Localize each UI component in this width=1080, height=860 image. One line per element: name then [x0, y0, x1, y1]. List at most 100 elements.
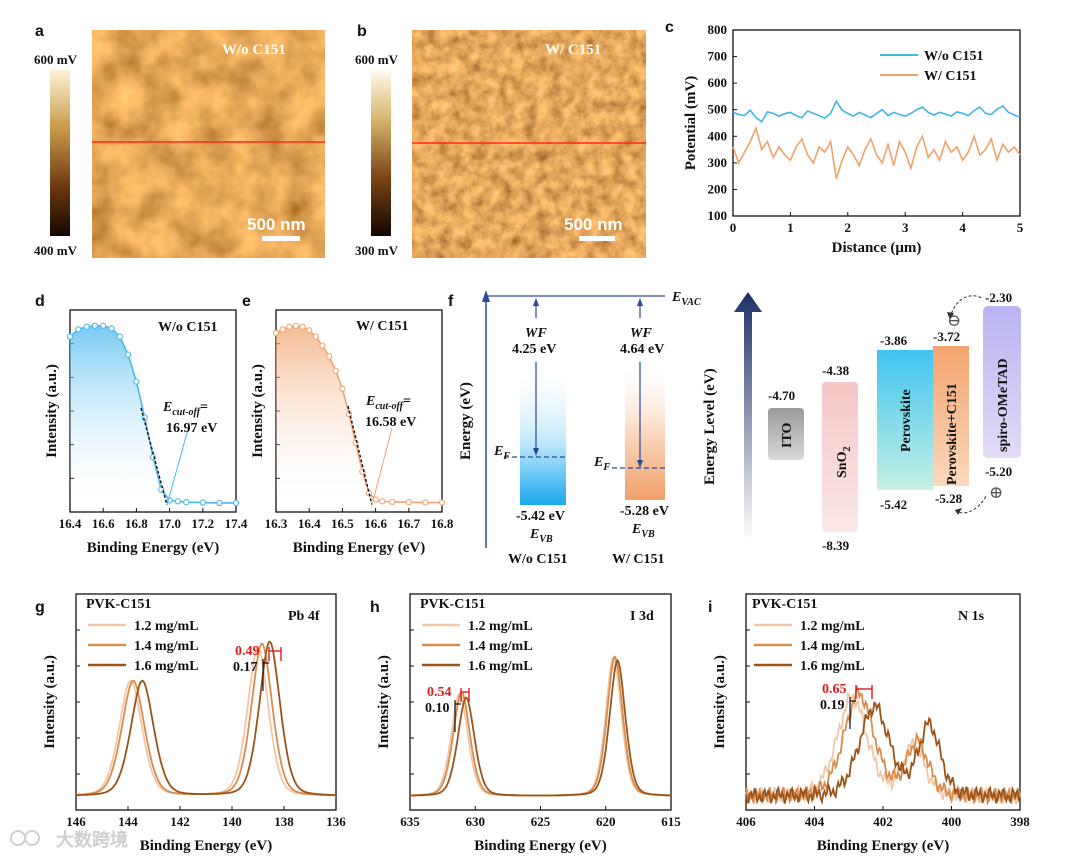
evb-label-right: EVB [631, 522, 655, 540]
electron-arrowhead [947, 312, 954, 320]
x-tick-label-d: 16.8 [125, 516, 148, 531]
series-line-c-1 [732, 125, 1021, 180]
spectrum-line-h-2 [410, 658, 671, 797]
evb-main-left: E [529, 527, 539, 542]
legend-title-g: PVK-C151 [86, 597, 151, 612]
kpfm-label-a: W/o C151 [222, 42, 286, 58]
watermark-text: 大数跨境 [56, 829, 128, 850]
perovskite-c151-box [933, 346, 969, 486]
x-tick-label-i: 400 [942, 814, 962, 829]
legend-label-i-2: 1.6 mg/mL [800, 659, 865, 674]
peak-label-h: I 3d [630, 609, 654, 624]
cutoff-value-d: 16.97 eV [166, 421, 217, 436]
x-axis-label-e: Binding Energy (eV) [293, 540, 426, 556]
electron-icon: ⊖ [947, 311, 961, 330]
perovskite-c151-top-value: -3.72 [933, 329, 960, 344]
data-point-e [292, 322, 300, 329]
shift-value-black-h: 0.10 [425, 701, 450, 716]
data-point-e [405, 499, 412, 506]
scale-bar-b [579, 236, 615, 241]
x-tick-label-g: 138 [274, 814, 294, 829]
y-tick-label-c: 800 [708, 22, 728, 37]
x-tick-label-d: 16.4 [59, 516, 82, 531]
cutoff-value-e: 16.58 eV [365, 415, 416, 430]
perovskite-c151-label: Perovskite+C151 [945, 383, 960, 485]
legend-label-h-0: 1.2 mg/mL [468, 619, 533, 634]
energy-level-arrow [734, 292, 762, 540]
plot-frame-c [732, 29, 1021, 217]
y-tick-label-c: 400 [708, 128, 728, 143]
perovskite-c151-bottom-value: -5.28 [935, 491, 963, 506]
data-point-e [389, 498, 396, 505]
ef-sub-left: F [502, 451, 510, 462]
x-tick-label-i: 398 [1010, 814, 1030, 829]
x-tick-label-e: 16.6 [364, 516, 387, 531]
x-tick-label-g: 144 [118, 814, 138, 829]
y-axis-label-g: Intensity (a.u.) [42, 655, 58, 749]
ef-label-left: EF [493, 444, 510, 462]
data-point-e [272, 329, 280, 337]
area-fill-e [276, 325, 442, 512]
cutoff-arrow-d [166, 421, 191, 506]
band-ylabel: Energy (eV) [458, 382, 474, 460]
xps-chart-n1s: 406 404 402 400 398 Binding Energy (eV) Intens… [712, 593, 1030, 854]
data-point-d [100, 322, 107, 329]
ito-value: -4.70 [768, 388, 795, 403]
x-tick-label-e: 16.8 [431, 516, 454, 531]
legend-label-h-1: 1.4 mg/mL [468, 639, 533, 654]
x-tick-label-e: 16.3 [265, 516, 288, 531]
energy-level-diagram: Energy Level (eV) ITO -4.70 SnO2 -4.38 -… [702, 290, 1021, 553]
y-axis-label-e: Intensity (a.u.) [250, 364, 266, 458]
data-point-e [438, 499, 446, 506]
perovskite-label: Perovskite [899, 389, 914, 452]
spectrum-line-i-1 [745, 686, 1021, 806]
data-point-e [279, 326, 286, 333]
panel-label-d: d [35, 293, 45, 310]
potential-profile-chart: 100 200 300 400 500 600 700 800 0 1 2 3 4 5 Distance (… [683, 22, 1024, 256]
spiro-label: spiro-OMeTAD [996, 358, 1011, 452]
wf-value-left: 4.25 eV [512, 342, 556, 357]
y-axis-label-d: Intensity (a.u.) [44, 364, 60, 458]
wf-value-right: 4.64 eV [620, 342, 664, 357]
cutoff-label-e: Ecut-off= [365, 394, 411, 412]
band-left-bar [520, 368, 566, 505]
x-tick-label-i: 406 [736, 814, 756, 829]
ef-sub-right: F [602, 462, 610, 473]
sno2-main: SnO [835, 451, 850, 478]
data-point-d [183, 499, 190, 506]
kpfm-panel-a: W/o C151 500 nm 600 mV 400 mV [34, 30, 325, 258]
spiro-bottom-value: -5.20 [985, 464, 1012, 479]
x-axis-label-d: Binding Energy (eV) [87, 540, 220, 556]
scale-bar-label-b: 500 nm [564, 215, 623, 234]
band-right-label: W/ C151 [612, 552, 665, 567]
ito-box [768, 408, 804, 460]
x-tick-label-e: 16.4 [298, 516, 321, 531]
band-diagram: Energy (eV) EVAC WF 4.25 eV EF -5.42 eV … [458, 290, 701, 567]
kpfm-texture-b [412, 30, 646, 258]
evac-label: EVAC [671, 290, 701, 308]
kpfm-panel-b: W/ C151 500 nm 600 mV 300 mV [355, 30, 646, 258]
x-tick-label-h: 620 [596, 814, 616, 829]
panel-label-text-d: W/o C151 [158, 320, 218, 335]
colorbar-a [50, 70, 70, 236]
vb-value-right: -5.28 eV [620, 504, 669, 519]
y-tick-label-c: 500 [708, 102, 728, 117]
ef-main-right: E [593, 455, 603, 470]
cutoff-eq-d: = [200, 400, 208, 415]
wf-arrowhead-left-top [533, 298, 539, 306]
cutoff-eq-e: = [403, 394, 411, 409]
data-point-e [379, 498, 386, 505]
colorbar-b [371, 70, 391, 236]
peak-label-i: N 1s [958, 609, 985, 624]
energy-level-ylabel: Energy Level (eV) [702, 368, 718, 485]
panel-label-i: i [708, 599, 712, 616]
shift-value-red-g: 0.49 [235, 644, 260, 659]
data-point-d [108, 325, 115, 332]
ef-label-right: EF [593, 455, 610, 473]
y-tick-label-c: 200 [708, 181, 728, 196]
watermark: 大数跨境 [10, 829, 128, 850]
peak-label-g: Pb 4f [288, 609, 320, 624]
xps-chart-pb4f: 146 144 142 140 138 136 Binding Energy (eV) Int… [42, 593, 346, 854]
wf-label-left: WF [525, 326, 547, 341]
